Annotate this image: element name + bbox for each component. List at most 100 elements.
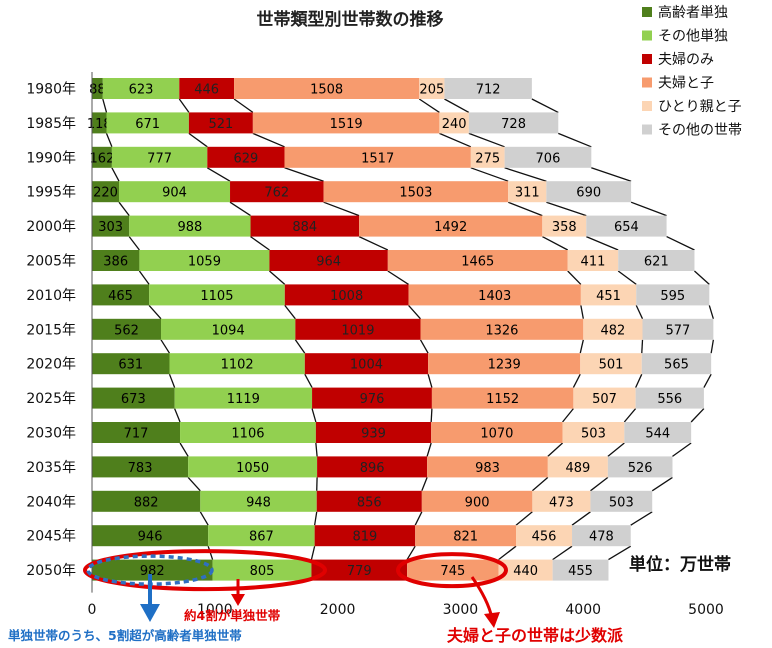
category-label: 2050年 (26, 563, 76, 579)
data-label: 948 (246, 495, 271, 510)
data-label: 1465 (461, 255, 494, 270)
data-label: 976 (360, 392, 385, 407)
data-label: 565 (664, 358, 689, 373)
data-label: 556 (657, 392, 682, 407)
connector-line (507, 201, 543, 217)
connector-line (358, 236, 389, 251)
x-tick-label: 5000 (688, 602, 724, 618)
data-label: 386 (103, 255, 128, 270)
category-label: 1990年 (26, 150, 76, 166)
data-label: 1119 (227, 392, 260, 407)
connector-line (206, 167, 231, 182)
data-label: 478 (589, 530, 614, 545)
data-label: 562 (114, 323, 139, 338)
data-label: 1059 (188, 255, 221, 270)
bar-segment (92, 146, 112, 168)
connector-line (591, 167, 632, 182)
connector-line (470, 167, 509, 182)
category-label: 2040年 (26, 494, 76, 510)
bar-segment (504, 146, 592, 168)
data-label: 690 (576, 186, 601, 201)
data-label: 465 (108, 289, 133, 304)
bar-segment (444, 78, 532, 99)
data-label: 717 (124, 427, 149, 442)
bar-segment (295, 318, 421, 340)
data-label: 946 (138, 530, 163, 545)
bar-segment (428, 353, 581, 375)
data-label: 1503 (399, 186, 432, 201)
x-tick-label: 1000 (197, 602, 233, 618)
bar-segment (269, 250, 388, 271)
data-label: 867 (249, 530, 274, 545)
connector-line (444, 98, 470, 113)
category-label: 1980年 (26, 82, 76, 98)
connector-line (252, 132, 285, 148)
connector-line (187, 476, 201, 492)
data-label: 118 (87, 117, 112, 132)
bar-segment (316, 490, 422, 512)
bar-segment (618, 250, 695, 271)
data-label: 482 (601, 323, 626, 338)
bar-segment (92, 112, 107, 134)
bar-segment (636, 284, 710, 306)
data-label: 1102 (221, 358, 254, 373)
connector-line (672, 442, 692, 457)
data-label: 446 (194, 83, 219, 98)
data-label: 503 (609, 495, 634, 510)
connector-line (547, 442, 564, 457)
x-tick-label: 4000 (565, 602, 601, 618)
bar-segment (573, 387, 636, 409)
bar-segment (92, 387, 175, 409)
data-label: 358 (552, 220, 577, 235)
bar-segment (546, 181, 632, 203)
legend-swatch (642, 30, 652, 41)
connector-line (105, 133, 113, 148)
data-label: 1094 (212, 323, 245, 338)
data-label: 220 (93, 186, 118, 201)
data-label: 631 (118, 358, 143, 373)
connector-line (174, 408, 181, 423)
data-label: 745 (440, 564, 465, 579)
connector-line (468, 132, 505, 148)
data-label: 455 (568, 564, 593, 579)
blue-arrow-head (140, 604, 160, 622)
bar-segment (415, 525, 517, 547)
connector-line (579, 339, 584, 354)
bar-segment (387, 250, 568, 271)
bar-segment (516, 525, 573, 547)
connector-line (694, 270, 710, 285)
bar-segment (250, 215, 360, 237)
bar-segment (284, 284, 409, 306)
connector-lines (102, 98, 715, 561)
bar-segment (431, 387, 574, 409)
bar-segment (149, 284, 285, 306)
connector-line (542, 236, 569, 251)
bar-segment (234, 78, 420, 99)
legend-label: 夫婦と子 (658, 75, 714, 92)
bar-segment (139, 250, 270, 271)
bar-segment (284, 146, 471, 168)
connector-line (168, 373, 176, 388)
data-label: 1004 (350, 358, 383, 373)
connector-line (567, 270, 582, 285)
legend-label: ひとり親と子 (658, 99, 742, 115)
connector-line (188, 132, 208, 148)
bar-segment (468, 112, 559, 134)
connector-line (294, 339, 306, 354)
red-annotation-couple: 夫婦と子の世帯は少数派 (447, 626, 624, 645)
bar-segment (317, 456, 428, 478)
data-label: 896 (360, 461, 385, 476)
bar-segment (431, 422, 563, 443)
data-label: 544 (645, 427, 670, 442)
data-label: 526 (628, 461, 653, 476)
data-label: 456 (532, 530, 557, 545)
connector-line (558, 132, 592, 148)
category-label: 2020年 (26, 357, 76, 373)
bar-segment (314, 525, 416, 547)
connector-line (414, 511, 423, 526)
unit-label: 単位：万世帯 (629, 554, 731, 575)
connector-line (111, 167, 120, 182)
connector-line (641, 339, 644, 354)
connector-line (311, 408, 317, 423)
connector-line (138, 270, 150, 285)
